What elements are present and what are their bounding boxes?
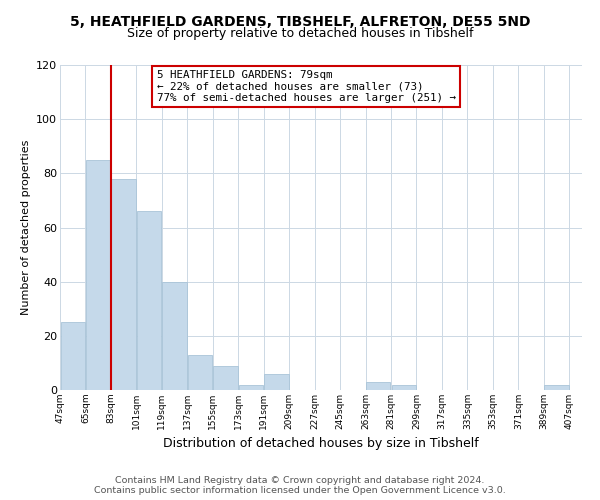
Bar bbox=[239, 384, 263, 390]
Bar bbox=[112, 179, 136, 390]
Bar bbox=[86, 160, 110, 390]
Bar bbox=[264, 374, 289, 390]
Text: Contains public sector information licensed under the Open Government Licence v3: Contains public sector information licen… bbox=[94, 486, 506, 495]
Text: Size of property relative to detached houses in Tibshelf: Size of property relative to detached ho… bbox=[127, 28, 473, 40]
Text: Contains HM Land Registry data © Crown copyright and database right 2024.: Contains HM Land Registry data © Crown c… bbox=[115, 476, 485, 485]
Bar bbox=[61, 322, 85, 390]
Bar bbox=[214, 366, 238, 390]
Text: 5 HEATHFIELD GARDENS: 79sqm
← 22% of detached houses are smaller (73)
77% of sem: 5 HEATHFIELD GARDENS: 79sqm ← 22% of det… bbox=[157, 70, 455, 103]
Bar bbox=[544, 384, 569, 390]
X-axis label: Distribution of detached houses by size in Tibshelf: Distribution of detached houses by size … bbox=[163, 438, 479, 450]
Bar bbox=[137, 211, 161, 390]
Bar bbox=[366, 382, 391, 390]
Bar bbox=[188, 355, 212, 390]
Y-axis label: Number of detached properties: Number of detached properties bbox=[20, 140, 31, 315]
Bar bbox=[163, 282, 187, 390]
Text: 5, HEATHFIELD GARDENS, TIBSHELF, ALFRETON, DE55 5ND: 5, HEATHFIELD GARDENS, TIBSHELF, ALFRETO… bbox=[70, 15, 530, 29]
Bar bbox=[392, 384, 416, 390]
